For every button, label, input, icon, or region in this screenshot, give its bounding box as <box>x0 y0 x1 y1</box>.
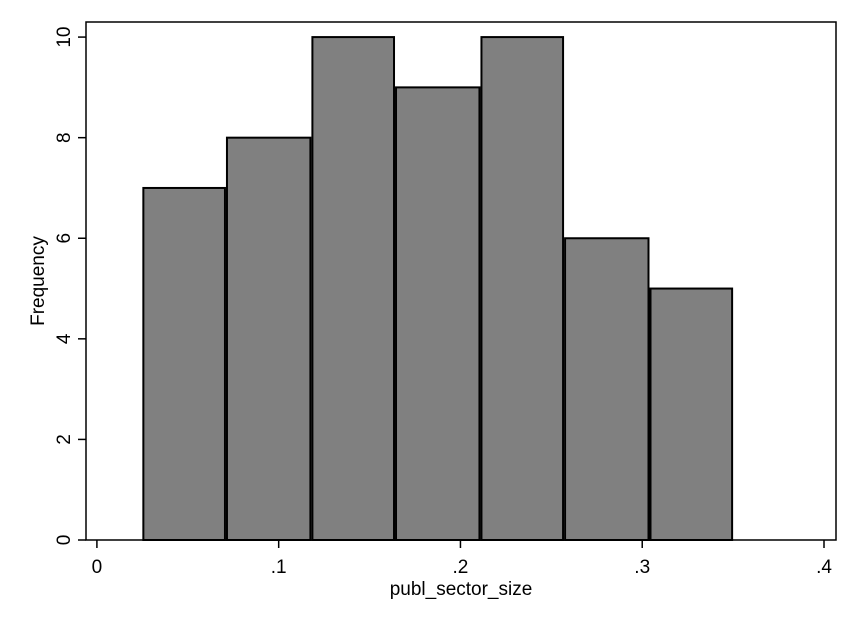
bar <box>395 86 481 542</box>
x-tick-label: 0 <box>92 557 103 578</box>
bar <box>225 136 312 542</box>
x-tick-label: .3 <box>634 557 650 578</box>
bar <box>311 36 396 542</box>
bar <box>142 186 226 542</box>
x-axis-title: publ_sector_size <box>390 579 533 600</box>
x-tick-label: .2 <box>453 557 469 578</box>
x-tick-label: .4 <box>816 557 832 578</box>
bar <box>564 237 650 541</box>
y-tick-label: 4 <box>54 333 75 344</box>
y-tick-label: 10 <box>54 27 75 48</box>
y-tick-label: 6 <box>54 233 75 244</box>
bar <box>649 287 734 542</box>
y-axis-title: Frequency <box>28 236 49 326</box>
y-tick-label: 0 <box>54 535 75 546</box>
bar <box>480 36 565 542</box>
x-tick-label: .1 <box>271 557 287 578</box>
y-tick-label: 2 <box>54 434 75 445</box>
y-tick-label: 8 <box>54 132 75 143</box>
